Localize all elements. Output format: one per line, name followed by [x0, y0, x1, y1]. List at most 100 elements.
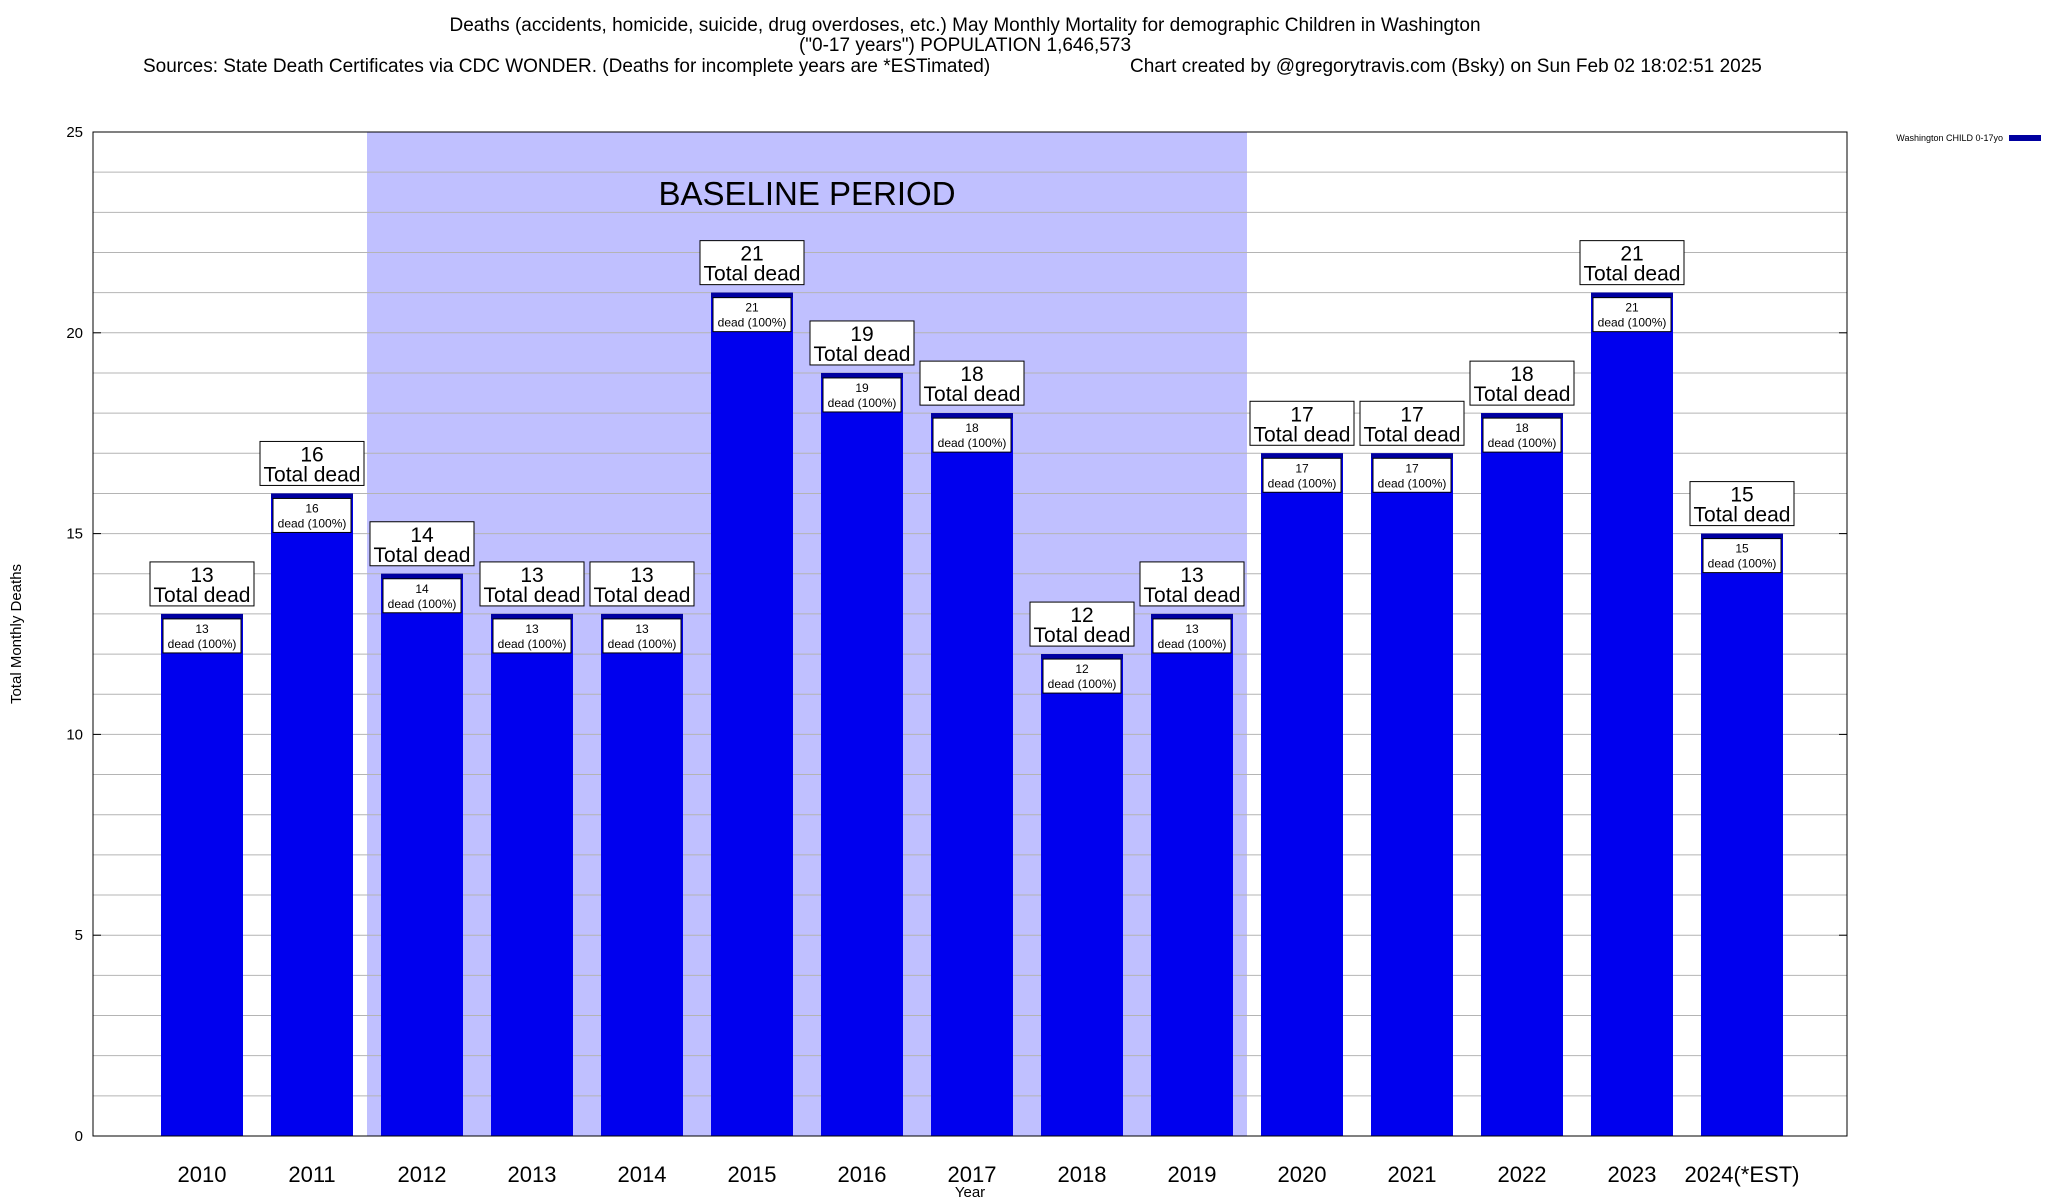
- bar: [271, 493, 353, 1136]
- inner-label-box: [822, 377, 902, 413]
- x-tick-label: 2020: [1278, 1162, 1327, 1187]
- inner-label-text: dead (100%): [1158, 637, 1227, 651]
- inner-label-value: 14: [415, 582, 429, 596]
- top-label-box: [589, 561, 695, 607]
- top-label-box: [149, 561, 255, 607]
- top-label-value: 13: [1180, 564, 1203, 587]
- y-axis-label: Total Monthly Deaths: [8, 564, 25, 704]
- bar: [931, 413, 1013, 1136]
- x-tick-label: 2012: [398, 1162, 447, 1187]
- top-label-box: [1249, 400, 1355, 446]
- credit-line: Chart created by @gregorytravis.com (Bsk…: [1130, 56, 1762, 77]
- inner-label-value: 13: [1185, 622, 1199, 636]
- bar: [1481, 413, 1563, 1136]
- inner-label-text: dead (100%): [498, 637, 567, 651]
- bar: [161, 613, 243, 1136]
- top-label-value: 21: [740, 243, 763, 266]
- bar-cap: [491, 613, 573, 619]
- inner-label-box: [1592, 297, 1672, 333]
- inner-label-text: dead (100%): [1488, 436, 1557, 450]
- inner-label-text: dead (100%): [278, 516, 347, 530]
- bar: [1151, 613, 1233, 1136]
- top-label-box: [1689, 481, 1795, 527]
- top-label-value: 18: [1510, 363, 1533, 386]
- inner-label-value: 13: [525, 622, 539, 636]
- bar: [381, 573, 463, 1136]
- inner-label-box: [1262, 457, 1342, 493]
- x-axis-label: Year: [955, 1184, 985, 1200]
- top-label-text: Total dead: [154, 584, 251, 607]
- inner-label-text: dead (100%): [388, 597, 457, 611]
- x-tick-label: 2017: [948, 1162, 997, 1187]
- inner-label-box: [492, 618, 572, 654]
- top-label-text: Total dead: [1034, 624, 1131, 647]
- inner-label-value: 19: [855, 381, 869, 395]
- top-label-text: Total dead: [1144, 584, 1241, 607]
- inner-label-box: [712, 297, 792, 333]
- inner-label-text: dead (100%): [168, 637, 237, 651]
- title-line-2: ("0-17 years") POPULATION 1,646,573: [799, 35, 1131, 56]
- top-label-value: 13: [630, 564, 653, 587]
- top-label-value: 12: [1070, 604, 1093, 627]
- x-tick-label: 2019: [1168, 1162, 1217, 1187]
- top-label-box: [1029, 601, 1135, 647]
- inner-label-box: [1482, 417, 1562, 453]
- inner-label-box: [1702, 538, 1782, 574]
- inner-label-text: dead (100%): [828, 396, 897, 410]
- top-label-value: 19: [850, 323, 873, 346]
- top-label-box: [919, 360, 1025, 406]
- top-label-box: [1139, 561, 1245, 607]
- top-label-box: [1359, 400, 1465, 446]
- top-label-box: [699, 240, 805, 286]
- legend: Washington CHILD 0-17yo: [1896, 133, 2041, 143]
- bar-cap: [1371, 453, 1453, 459]
- x-axis: 2010 2011 2012 2013 2014 2015 2016 2017 2018 2019…: [178, 1162, 1800, 1187]
- bar-cap: [1151, 613, 1233, 619]
- x-tick-label: 2011: [288, 1162, 335, 1187]
- top-label-text: Total dead: [1254, 423, 1351, 446]
- top-label-box: [1579, 240, 1685, 286]
- bar-cap: [1041, 654, 1123, 660]
- top-label-text: Total dead: [814, 343, 911, 366]
- x-tick-label: 2018: [1058, 1162, 1107, 1187]
- bar-cap: [381, 573, 463, 579]
- bar: [491, 613, 573, 1136]
- x-tick-label: 2022: [1498, 1162, 1547, 1187]
- x-tick-label: 2013: [508, 1162, 557, 1187]
- top-label-box: [479, 561, 585, 607]
- inner-label-text: dead (100%): [1378, 476, 1447, 490]
- legend-swatch: [2009, 135, 2041, 141]
- top-label-text: Total dead: [1694, 504, 1791, 527]
- top-label-value: 13: [190, 564, 213, 587]
- bar-cap: [711, 292, 793, 298]
- top-label-value: 16: [300, 443, 323, 466]
- inner-label-value: 21: [745, 301, 759, 315]
- inner-label-box: [272, 497, 352, 533]
- inner-label-value: 15: [1735, 542, 1749, 556]
- y-tick-label: 25: [66, 124, 83, 141]
- bar-cap: [161, 613, 243, 619]
- bar: [601, 613, 683, 1136]
- top-label-box: [809, 320, 915, 366]
- bar: [1591, 292, 1673, 1136]
- top-label-text: Total dead: [1474, 383, 1571, 406]
- bar-cap: [601, 613, 683, 619]
- top-label-value: 15: [1730, 484, 1753, 507]
- bar-cap: [1591, 292, 1673, 298]
- x-tick-label: 2023: [1608, 1162, 1657, 1187]
- inner-label-text: dead (100%): [1708, 557, 1777, 571]
- bar-cap: [1261, 453, 1343, 459]
- inner-label-value: 18: [1515, 421, 1529, 435]
- top-label-value: 21: [1620, 243, 1643, 266]
- bar: [1041, 654, 1123, 1136]
- bar: [1371, 453, 1453, 1136]
- baseline-label: BASELINE PERIOD: [658, 175, 955, 212]
- bar-cap: [1481, 413, 1563, 419]
